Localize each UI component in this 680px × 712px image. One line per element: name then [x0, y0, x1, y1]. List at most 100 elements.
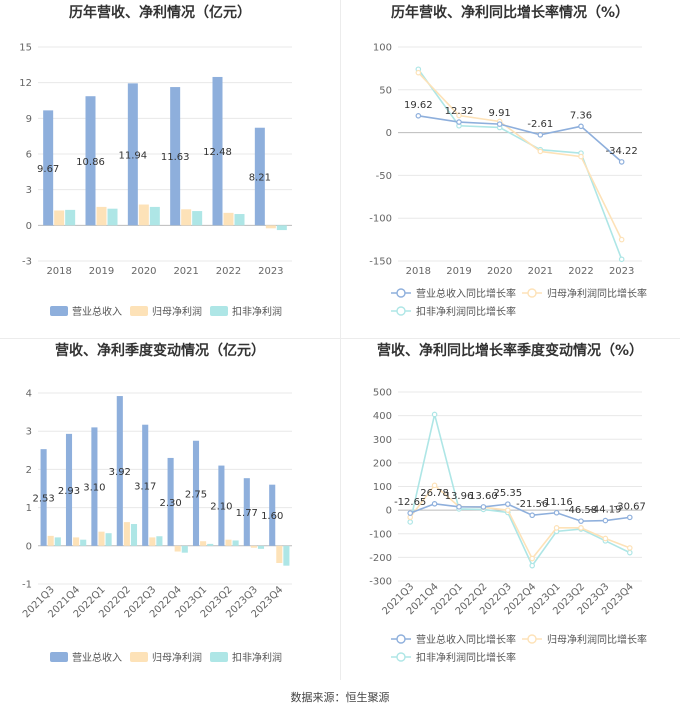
bar	[225, 539, 232, 546]
bar	[265, 225, 276, 229]
data-label: 3.92	[109, 467, 131, 478]
data-point	[529, 512, 536, 519]
bar	[65, 433, 73, 546]
y-tick-label: 0	[26, 541, 32, 552]
bar	[107, 208, 118, 226]
legend-marker	[396, 634, 406, 644]
panel-divider-horizontal	[0, 338, 680, 339]
data-point	[626, 514, 633, 521]
bar	[192, 211, 203, 226]
data-point	[553, 525, 560, 531]
legend-item: 归母净利润	[130, 651, 202, 664]
data-label: 8.21	[249, 173, 271, 184]
bar	[218, 465, 225, 546]
data-point	[602, 517, 609, 524]
data-label: -21.56	[516, 499, 548, 510]
y-tick-label: 300	[373, 435, 392, 446]
data-point	[407, 510, 414, 516]
y-tick-label: 50	[379, 85, 392, 96]
data-point	[480, 504, 487, 510]
bar	[170, 87, 181, 226]
legend-item: 营业总收入同比增长率	[391, 287, 516, 300]
data-label: 12.48	[203, 147, 232, 158]
data-point	[626, 545, 633, 551]
x-tick-label: 2019	[89, 266, 114, 277]
panel-divider-vertical	[340, 0, 341, 680]
data-point	[537, 132, 544, 138]
bar	[269, 484, 276, 546]
legend-swatch	[210, 306, 228, 316]
y-tick-label: 12	[19, 78, 32, 89]
data-label: 10.86	[76, 157, 105, 168]
bar	[54, 210, 65, 226]
legend-swatch	[210, 652, 228, 662]
y-tick-label: 100	[373, 43, 392, 54]
x-tick-label: 2023	[258, 266, 283, 277]
legend-label: 扣非净利润	[232, 651, 282, 664]
y-tick-label: -50	[376, 171, 392, 182]
legend-label: 归母净利润	[152, 651, 202, 664]
x-tick-label: 2021	[528, 266, 553, 277]
bar	[232, 540, 239, 546]
series-3	[415, 66, 625, 263]
y-tick-label: 2	[26, 465, 32, 476]
legend-label: 归母净利润同比增长率	[547, 633, 647, 646]
legend-item: 扣非净利润	[210, 651, 282, 664]
chart-panel-1: 历年营收、净利情况（亿元） -3 0 3 6 9 12 15 2018 2019 2020 2021 2…	[19, 4, 292, 318]
data-label: 2.53	[32, 493, 54, 504]
bar	[181, 545, 188, 553]
data-point	[618, 159, 625, 165]
legend-item: 扣非净利润同比增长率	[391, 305, 516, 318]
bar	[276, 545, 283, 563]
data-point	[578, 153, 584, 160]
y-tick-label: -100	[369, 214, 392, 225]
data-label: 25.35	[493, 488, 522, 499]
series-3	[54, 524, 290, 566]
data-point	[578, 123, 584, 130]
x-tick-label: 2023	[609, 266, 634, 277]
bar	[105, 533, 112, 546]
data-label: 2.75	[185, 489, 207, 500]
bar	[127, 83, 138, 226]
bar	[123, 522, 130, 546]
bar	[80, 539, 87, 546]
chart-title: 历年营收、净利情况（亿元）	[69, 4, 251, 21]
y-tick-label: -100	[369, 529, 392, 540]
series-line	[409, 414, 631, 568]
bar	[54, 537, 61, 546]
legend-swatch	[130, 306, 148, 316]
legend: 营业总收入 归母净利润 扣非净利润	[50, 305, 282, 318]
data-label: 13.96	[445, 491, 474, 502]
series-2	[54, 204, 276, 229]
legend-swatch	[130, 652, 148, 662]
data-label: -2.61	[527, 119, 553, 130]
legend-item: 扣非净利润	[210, 305, 282, 318]
chart-panel-3: 营收、净利季度变动情况（亿元）-1012342021Q32021Q42022Q1…	[21, 342, 292, 664]
data-label: 3.17	[134, 481, 156, 492]
data-point	[618, 236, 625, 243]
chart-panel-2: 历年营收、净利同比增长率情况（%） -150 -100 -50 0 50 100 2018 20…	[369, 4, 647, 318]
legend-swatch	[50, 306, 68, 316]
y-tick-label: 3	[26, 427, 32, 438]
data-label: 7.36	[570, 110, 592, 121]
bar	[65, 209, 76, 226]
legend-item: 归母净利润	[130, 305, 202, 318]
y-tick-label: 500	[373, 388, 392, 399]
legend-marker	[527, 634, 537, 644]
legend-swatch	[50, 652, 68, 662]
bar	[223, 212, 234, 226]
chart-title: 营收、净利同比增长率季度变动情况（%）	[377, 342, 643, 359]
legend-item: 归母净利润同比增长率	[522, 287, 647, 300]
chart-panel-4: 营收、净利同比增长率季度变动情况（%） -300 -200 -100 0 100 200 30…	[369, 342, 647, 664]
data-point	[415, 69, 422, 76]
bar	[40, 449, 47, 546]
data-label: 1.77	[236, 508, 258, 519]
data-point	[602, 535, 609, 542]
legend-item: 营业总收入同比增长率	[391, 633, 516, 646]
legend-label: 营业总收入同比增长率	[416, 287, 516, 300]
x-tick-label: 2018	[46, 266, 71, 277]
data-label: 9.67	[37, 164, 59, 175]
